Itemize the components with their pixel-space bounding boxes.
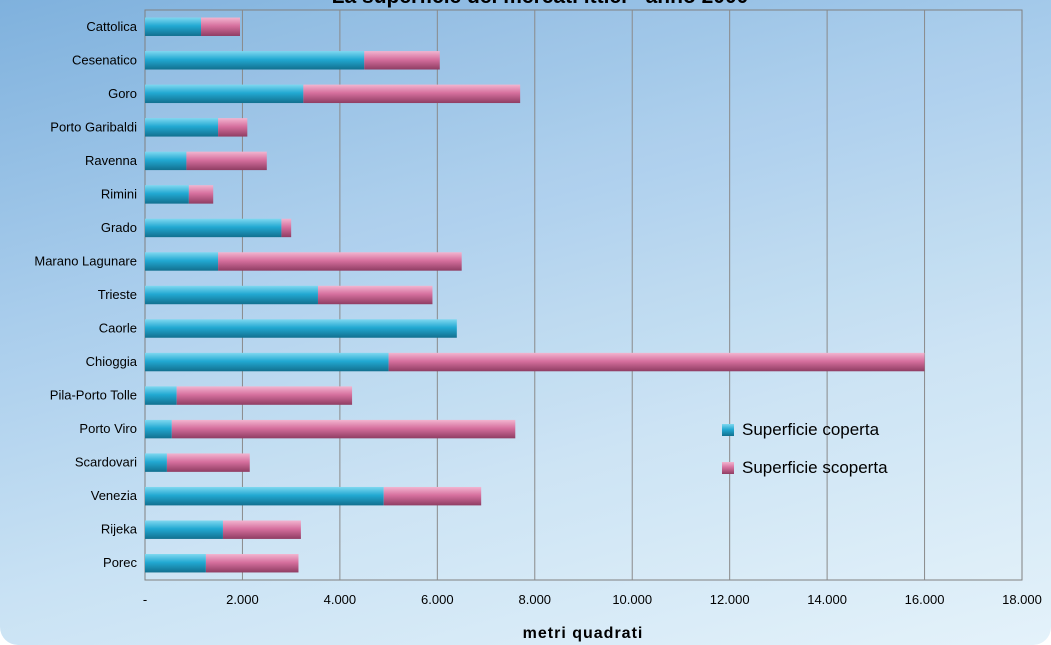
category-label: Cattolica <box>86 19 137 34</box>
category-label: Ravenna <box>85 153 138 168</box>
x-tick-label: 14.000 <box>807 592 847 607</box>
bar-coperta <box>145 118 219 137</box>
category-label: Chioggia <box>86 354 138 369</box>
bar-scoperta <box>188 185 214 204</box>
bar-coperta <box>145 419 172 439</box>
category-label: Venezia <box>91 488 138 503</box>
bar-scoperta <box>218 118 248 137</box>
bar-coperta <box>145 218 282 238</box>
bar-scoperta <box>383 486 482 506</box>
category-label: Porec <box>103 555 137 570</box>
bar-coperta <box>145 252 219 271</box>
bar-coperta <box>145 386 177 405</box>
bar-scoperta <box>364 51 440 70</box>
category-label: Goro <box>108 86 137 101</box>
category-label: Rijeka <box>101 522 138 537</box>
x-axis-title: metri quadrati <box>523 625 644 642</box>
bars <box>145 17 925 573</box>
category-label: Porto Viro <box>79 421 137 436</box>
category-label: Marano Lagunare <box>34 253 137 268</box>
bar-coperta <box>145 486 384 506</box>
x-tick-label: 6.000 <box>421 592 454 607</box>
chart-title: La superficie dei mercati ittici - anno … <box>332 0 749 8</box>
category-label: Cesenatico <box>72 52 137 67</box>
bar-scoperta <box>176 386 353 405</box>
category-label: Scardovari <box>75 455 137 470</box>
bar-coperta <box>145 319 457 338</box>
bar-coperta <box>145 453 167 472</box>
bar-coperta <box>145 151 187 171</box>
category-label: Pila-Porto Tolle <box>50 388 137 403</box>
bar-scoperta <box>222 520 301 539</box>
bar-scoperta <box>281 218 292 238</box>
x-tick-labels: - 2.000 4.000 6.000 8.000 10.000 12.000 14.000 1… <box>143 592 1042 607</box>
bar-scoperta <box>317 285 433 305</box>
x-tick-label: 16.000 <box>905 592 945 607</box>
category-label: Grado <box>101 220 137 235</box>
bar-coperta <box>145 185 189 204</box>
category-label: Trieste <box>98 287 137 302</box>
x-tick-label: 12.000 <box>710 592 750 607</box>
category-label: Rimini <box>101 186 137 201</box>
x-tick-label: 8.000 <box>519 592 552 607</box>
bar-coperta <box>145 17 202 36</box>
x-tick-label: - <box>143 592 147 607</box>
x-tick-label: 2.000 <box>226 592 259 607</box>
bar-coperta <box>145 51 365 70</box>
x-tick-label: 18.000 <box>1002 592 1042 607</box>
bar-coperta <box>145 84 304 104</box>
legend-swatch-coperta <box>722 424 734 436</box>
legend-label-scoperta: Superficie scoperta <box>742 458 888 477</box>
bar-scoperta <box>171 419 516 439</box>
bar-scoperta <box>205 554 299 573</box>
x-tick-label: 10.000 <box>612 592 652 607</box>
x-tick-label: 4.000 <box>324 592 357 607</box>
bar-coperta <box>145 285 318 305</box>
bar-scoperta <box>218 252 462 271</box>
bar-scoperta <box>388 352 925 372</box>
legend-swatch-scoperta <box>722 462 734 474</box>
bar-coperta <box>145 554 206 573</box>
gridlines <box>241 10 926 580</box>
legend-label-coperta: Superficie coperta <box>742 420 880 439</box>
bar-coperta <box>145 520 223 539</box>
bar-scoperta <box>303 84 521 104</box>
category-label: Porto Garibaldi <box>50 119 137 134</box>
category-labels: Cattolica Cesenatico Goro Porto Garibaldi Ra… <box>34 19 137 570</box>
bar-scoperta <box>201 17 241 36</box>
bar-scoperta <box>166 453 250 472</box>
legend: Superficie coperta Superficie scoperta <box>722 420 888 477</box>
bar-coperta <box>145 352 389 372</box>
category-label: Caorle <box>99 321 137 336</box>
bar-scoperta <box>186 151 267 171</box>
